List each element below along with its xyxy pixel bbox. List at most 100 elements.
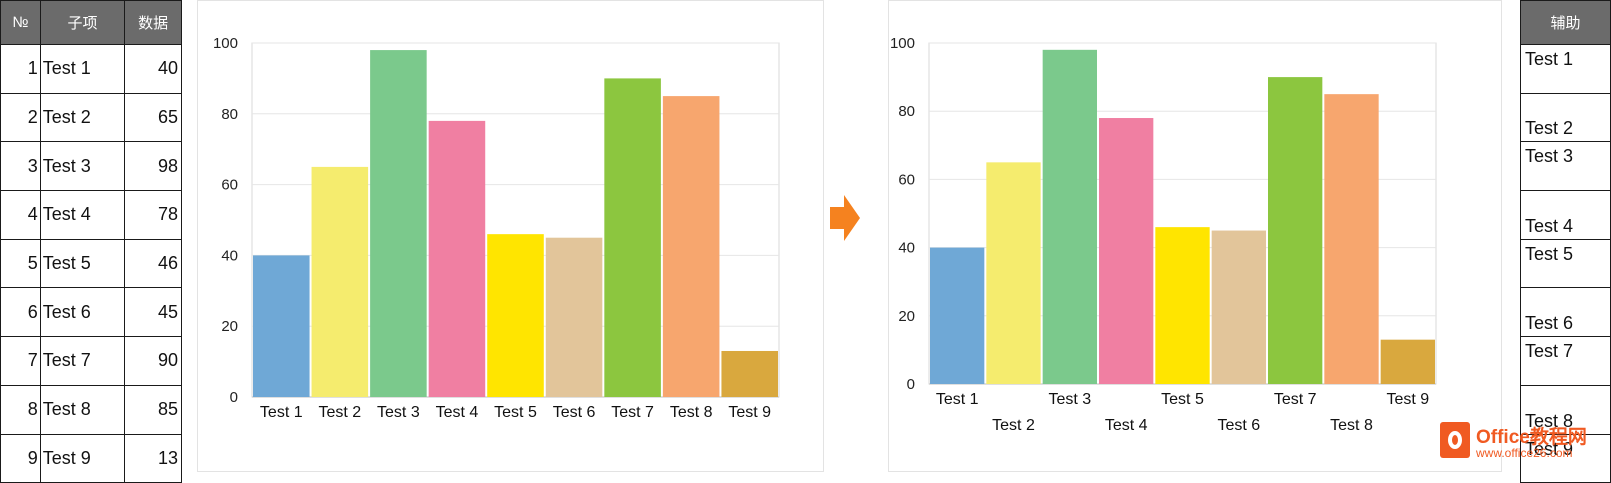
row-item-cell[interactable]: Test 7: [39, 336, 126, 386]
header-item[interactable]: 子项: [39, 0, 126, 45]
row-value-cell[interactable]: 85: [124, 384, 182, 435]
helper-cell-text: Test 1: [1525, 49, 1574, 69]
bar[interactable]: [1211, 230, 1266, 384]
row-index-cell[interactable]: 9: [0, 433, 41, 483]
x-category-label: Test 6: [553, 404, 596, 421]
bar[interactable]: [311, 166, 369, 397]
chart-original-svg: 0 20 40 60 80 100 Test 1 Test 2 Test 3 Test 4 Test…: [213, 35, 780, 421]
helper-row: Test 4: [1520, 190, 1611, 240]
helper-row: Test 3: [1520, 141, 1611, 192]
helper-cell-text: Test 9: [1525, 438, 1574, 459]
row-value-cell[interactable]: 78: [124, 190, 182, 240]
y-tick-label: 0: [230, 389, 238, 406]
bar[interactable]: [487, 234, 544, 397]
row-value-cell[interactable]: 98: [124, 141, 182, 192]
table-row: 5 Test 5 46: [0, 238, 182, 289]
helper-row: Test 5: [1520, 238, 1611, 289]
row-item-cell[interactable]: Test 9: [39, 433, 126, 483]
x-category-label: Test 8: [670, 404, 713, 421]
row-item-cell[interactable]: Test 4: [39, 190, 126, 240]
bar[interactable]: [428, 120, 486, 397]
bar[interactable]: [1324, 94, 1379, 385]
right-arrow-icon: [830, 195, 860, 241]
bar[interactable]: [1268, 77, 1323, 384]
table-row: 1 Test 1 40: [0, 44, 182, 94]
row-value-cell[interactable]: 13: [124, 433, 182, 483]
row-index-cell[interactable]: 6: [0, 287, 41, 338]
helper-cell-text: Test 4: [1525, 215, 1574, 236]
bar[interactable]: [1042, 49, 1097, 384]
row-index-cell[interactable]: 7: [0, 336, 41, 386]
helper-cell[interactable]: Test 6: [1520, 287, 1611, 338]
helper-cell-text: Test 2: [1525, 118, 1574, 139]
bar[interactable]: [253, 255, 310, 397]
table-header-row: № 子项 数据: [0, 0, 182, 45]
table-row: 2 Test 2 65: [0, 92, 182, 143]
x-category-label: Test 2: [992, 417, 1035, 434]
y-tick-label: 100: [213, 35, 238, 52]
helper-cell[interactable]: Test 3: [1520, 141, 1611, 192]
row-index-cell[interactable]: 1: [0, 44, 41, 94]
y-tick-label: 80: [898, 103, 915, 120]
helper-cell-text: Test 7: [1525, 341, 1574, 362]
chart-staggered[interactable]: 0 20 40 60 80 100 Test 1 Test 2 Test 3 Test 4 Test…: [888, 0, 1502, 472]
row-item-cell[interactable]: Test 8: [39, 384, 126, 435]
helper-cell[interactable]: Test 5: [1520, 238, 1611, 289]
bar[interactable]: [604, 78, 661, 398]
header-index[interactable]: №: [0, 0, 41, 45]
y-tick-label: 60: [898, 171, 915, 188]
row-index-cell[interactable]: 3: [0, 141, 41, 192]
bar[interactable]: [545, 237, 603, 397]
helper-cell[interactable]: Test 2: [1520, 92, 1611, 143]
helper-header[interactable]: 辅助: [1520, 0, 1611, 45]
x-category-label: Test 7: [1274, 391, 1317, 408]
row-value-cell[interactable]: 46: [124, 238, 182, 289]
x-category-label: Test 9: [728, 404, 771, 421]
x-category-label: Test 7: [611, 404, 654, 421]
y-tick-label: 100: [890, 35, 915, 52]
bar[interactable]: [721, 350, 778, 397]
row-item-cell[interactable]: Test 6: [39, 287, 126, 338]
bar[interactable]: [986, 162, 1041, 384]
watermark-url: www.office26.com: [1476, 446, 1573, 460]
row-index-cell[interactable]: 4: [0, 190, 41, 240]
helper-row: Test 2: [1520, 92, 1611, 143]
row-value-cell[interactable]: 65: [124, 92, 182, 143]
row-index-cell[interactable]: 2: [0, 92, 41, 143]
helper-cell-text: Test 8: [1525, 410, 1574, 431]
helper-row: Test 7: [1520, 336, 1611, 386]
bar[interactable]: [1099, 118, 1154, 385]
bar[interactable]: [1380, 339, 1435, 384]
row-index-cell[interactable]: 5: [0, 238, 41, 289]
helper-cell[interactable]: Test 7: [1520, 336, 1611, 386]
row-item-cell[interactable]: Test 2: [39, 92, 126, 143]
row-value-cell[interactable]: 45: [124, 287, 182, 338]
x-category-label: Test 4: [436, 404, 479, 421]
bar[interactable]: [662, 96, 720, 397]
helper-cell[interactable]: Test 8: [1520, 384, 1611, 435]
right-arrow-shape: [830, 195, 860, 241]
helper-cell[interactable]: Test 1: [1520, 44, 1611, 94]
x-category-label: Test 2: [318, 404, 361, 421]
table-row: 8 Test 8 85: [0, 384, 182, 435]
helper-cell[interactable]: Test 4: [1520, 190, 1611, 240]
table-row: 6 Test 6 45: [0, 287, 182, 338]
table-row: 9 Test 9 13: [0, 433, 182, 483]
bar[interactable]: [370, 50, 427, 398]
row-index-cell[interactable]: 8: [0, 384, 41, 435]
row-item-cell[interactable]: Test 1: [39, 44, 126, 94]
chart-original[interactable]: 0 20 40 60 80 100 Test 1 Test 2 Test 3 Test 4 Test…: [197, 0, 824, 472]
row-value-cell[interactable]: 90: [124, 336, 182, 386]
data-table: № 子项 数据 1 Test 1 40 2 Test 2 65 3 Test 3 98 4 Test…: [0, 0, 182, 483]
header-value[interactable]: 数据: [124, 0, 182, 45]
helper-row: Test 8: [1520, 384, 1611, 435]
row-value-cell[interactable]: 40: [124, 44, 182, 94]
row-item-cell[interactable]: Test 3: [39, 141, 126, 192]
y-tick-label: 80: [221, 106, 238, 123]
y-tick-label: 20: [221, 318, 238, 335]
bar[interactable]: [930, 247, 985, 384]
bar[interactable]: [1155, 227, 1210, 384]
row-item-cell[interactable]: Test 5: [39, 238, 126, 289]
x-category-label: Test 1: [936, 391, 979, 408]
helper-cell-text: Test 3: [1525, 146, 1574, 167]
